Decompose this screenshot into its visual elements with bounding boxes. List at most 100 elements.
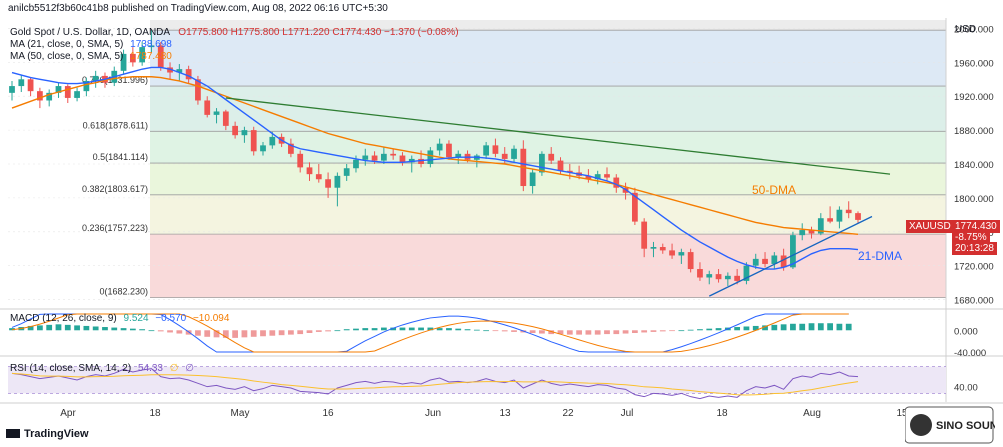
price-tick: 1840.000 [954,160,994,171]
candle [631,187,638,225]
candle-body [55,86,62,93]
fib-zone [150,86,946,132]
fib-label: 0.618(1878.611) [83,120,148,130]
time-tick: 13 [499,408,511,419]
candle-body [650,247,657,249]
candle [343,164,350,181]
candle [669,243,675,259]
candle [566,164,573,180]
fib-zone [150,131,946,164]
price-tag-timer: 20:13:28 [952,242,997,255]
price-tick: 1920.000 [954,92,994,103]
candle-body [176,69,183,73]
macd-value-3: −10.094 [192,313,230,324]
tradingview-icon [6,429,20,438]
macd-bar [92,326,99,331]
candle-body [195,79,201,101]
candle-body [260,145,266,152]
macd-bar [213,330,220,338]
fib-label: 0(1682.230) [99,287,148,297]
candle [715,269,722,283]
macd-bar [659,330,666,332]
candle-body [455,153,462,158]
candle-body [501,153,508,159]
candle [743,262,750,285]
macd-bar [455,328,462,331]
macd-bar [836,323,843,331]
macd-bar [752,325,759,331]
macd-bar [808,323,815,331]
macd-bar [176,330,183,334]
price-axis: 1680.0001720.0001760.0001800.0001840.000… [0,18,1003,402]
support-line [708,215,873,297]
ma50-value: 1787.480 [130,51,172,62]
candle-body [715,274,722,280]
candle [771,252,778,270]
macd-bar [306,330,313,333]
macd-bar [315,330,322,332]
macd-tick: 0.000 [954,326,978,337]
candle [399,152,406,166]
macd-bar [557,330,564,335]
macd-bar [111,327,118,331]
macd-bar [501,330,508,332]
macd-bar [250,330,257,337]
candle-body [752,258,759,266]
macd-bar [288,330,294,335]
fibonacci-labels: 0(1682.230) 0.236(1757.223) 0.382(1803.617… [82,75,148,297]
candle-body [566,170,573,173]
candle-body [380,153,387,161]
macd-bar [9,328,15,331]
macd-bar [334,330,341,332]
candle [762,252,768,268]
candle-body [250,130,257,152]
macd-bar [241,330,248,338]
ma21-legend[interactable]: MA (21, close, 0, SMA, 5) 1738.698 [10,39,172,50]
ma50-legend[interactable]: MA (50, close, 0, SMA, 5) 1787.480 [10,51,172,62]
candle-body [827,218,833,222]
candle [213,108,220,124]
macd-bar [790,323,796,331]
time-tick: 22 [562,408,574,419]
candle [845,201,852,219]
price-tick: 1880.000 [954,126,994,137]
macd-bar [780,324,787,331]
macd-bar [343,329,350,331]
ohlc-values: O1775.800 H1775.800 L1771.220 C1774.430 … [178,27,459,38]
macd-bar [511,330,517,332]
candle-body [362,155,369,160]
macd-bar [427,327,434,331]
macd-bar [436,328,443,331]
ma21-annotation: 21-DMA [858,249,902,263]
candle-body [780,255,787,268]
candle [492,138,499,158]
ma21-value: 1738.698 [130,39,172,50]
candle [27,77,34,97]
time-tick: Apr [60,408,76,419]
ma21-line [11,66,859,270]
tradingview-text: TradingView [24,428,89,440]
candle [18,75,25,92]
candle [232,121,239,139]
macd-legend[interactable]: MACD (12, 26, close, 9) 9.524 −0.570 −10… [10,313,229,324]
macd-bar [706,328,713,331]
rsi-legend[interactable]: RSI (14, close, SMA, 14, 2) 54.33 ∅ ∅ [10,363,194,374]
macd-bar [260,330,266,337]
currency-label: USD [955,24,977,35]
watermark-text: SINO SOUND [936,420,995,432]
grid-lines [8,28,946,300]
macd-bar [157,330,164,332]
macd-bar [120,328,127,331]
candle-body [232,125,239,136]
macd-bar [631,330,638,333]
macd-bar [762,325,768,331]
candle-body [399,155,406,163]
candle-body [9,86,15,93]
candle [706,270,713,285]
macd-bar [148,330,155,332]
tradingview-logo[interactable]: TradingView [6,428,89,440]
candle [697,262,703,281]
macd-bar [687,329,694,331]
candle-body [353,159,359,169]
price-tick: 2000.000 [954,24,994,35]
